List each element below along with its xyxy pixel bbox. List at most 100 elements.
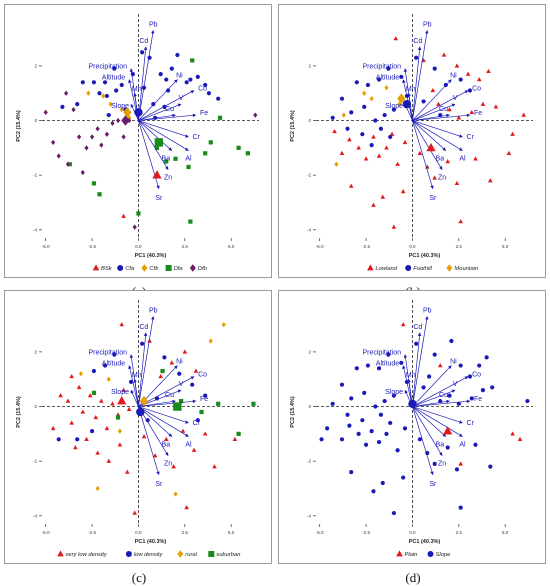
data-point <box>75 437 80 442</box>
data-point <box>99 142 104 148</box>
data-point <box>341 112 346 118</box>
x-tick-label: -5.0 <box>316 530 324 535</box>
data-point <box>510 131 515 136</box>
data-point <box>339 150 345 155</box>
data-point <box>212 464 217 469</box>
data-point <box>362 104 367 109</box>
data-point <box>58 393 63 398</box>
data-point <box>121 213 126 218</box>
data-point <box>365 363 371 368</box>
loading-arrow <box>407 92 413 121</box>
loading-arrow <box>412 46 422 121</box>
data-point <box>104 131 110 137</box>
data-point <box>73 444 78 450</box>
legend-label: Lowland <box>375 266 397 272</box>
y-axis-label: PC2 (15.4%) <box>16 396 22 428</box>
group-centroid <box>426 142 436 152</box>
group-centroid <box>136 407 145 417</box>
pca-biplot-d: -5.0 -2.5 0.0 2.5 5.0 -4 -2 0 2 PC1 (40.3%) PC2 (1… <box>290 300 533 558</box>
data-point <box>80 80 85 85</box>
data-point <box>493 104 499 109</box>
loading-label: Zn <box>164 175 172 182</box>
loading-arrow <box>138 79 178 121</box>
data-point <box>203 82 208 88</box>
data-point <box>119 106 124 113</box>
y-tick-label: 0 <box>34 118 37 123</box>
y-tick-label: -4 <box>307 513 311 518</box>
data-point <box>91 390 97 395</box>
data-point <box>208 140 213 145</box>
data-point <box>388 134 393 140</box>
legend-key <box>177 550 184 558</box>
x-axis-label: PC1 (40.3%) <box>135 253 167 259</box>
data-point <box>371 202 376 207</box>
data-point <box>427 374 432 379</box>
legend-key <box>427 551 434 557</box>
data-point <box>393 36 399 41</box>
data-point <box>195 418 200 423</box>
legend-key <box>446 264 453 272</box>
data-point <box>458 219 463 224</box>
x-axis-label: PC1 (40.3%) <box>135 539 167 545</box>
loading-arrow <box>412 406 443 457</box>
loading-label: Cd <box>413 324 422 331</box>
group-centroid <box>402 99 412 109</box>
data-point <box>362 390 367 395</box>
x-tick-label: 5.0 <box>502 530 509 535</box>
loading-label: Ba <box>162 156 171 163</box>
data-point <box>401 475 406 480</box>
data-point <box>89 134 95 140</box>
x-tick-label: 5.0 <box>228 530 235 535</box>
data-point <box>177 371 182 376</box>
data-point <box>395 161 400 166</box>
group-centroid <box>117 396 127 405</box>
loading-label: Zn <box>438 461 446 468</box>
data-point <box>467 88 473 93</box>
data-point <box>140 50 145 55</box>
y-tick-label: 2 <box>34 63 37 68</box>
data-point <box>345 126 350 131</box>
loading-arrow <box>138 406 160 476</box>
data-point <box>106 376 111 382</box>
data-point <box>332 128 337 134</box>
loading-label: Sr <box>155 481 163 488</box>
loading-arrow <box>138 332 148 407</box>
data-point <box>80 169 85 176</box>
data-point <box>236 431 241 436</box>
loading-arrow <box>138 120 189 138</box>
loading-arrow <box>412 376 469 407</box>
loading-label: Precipitation <box>88 64 127 71</box>
data-point <box>102 80 108 85</box>
data-point <box>465 71 471 76</box>
data-point <box>206 91 212 96</box>
legend-key <box>367 264 374 271</box>
legend-label: rural <box>185 552 197 558</box>
loading-label: Precipitation <box>362 64 401 71</box>
data-point <box>510 431 515 436</box>
data-point <box>184 505 189 510</box>
data-point <box>391 224 397 229</box>
y-tick-label: 0 <box>308 404 311 409</box>
plot-frame <box>4 290 272 564</box>
data-point <box>421 385 426 390</box>
loading-arrow <box>128 365 139 407</box>
data-point <box>190 58 195 63</box>
legend-label: Mountain <box>454 266 478 272</box>
data-point <box>56 437 61 442</box>
loading-label: Cr <box>193 420 201 427</box>
loading-label: Pb <box>423 307 432 314</box>
data-point <box>191 447 197 452</box>
data-point <box>119 82 124 88</box>
data-point <box>173 491 178 497</box>
data-point <box>108 101 113 107</box>
data-point <box>112 352 117 357</box>
loading-label: Fe <box>474 396 482 403</box>
loading-label: Mn <box>132 372 142 379</box>
data-point <box>136 211 141 216</box>
data-point <box>469 396 474 401</box>
y-tick-label: -4 <box>33 227 37 232</box>
loading-label: Ba <box>436 442 445 449</box>
loading-arrow <box>412 120 434 190</box>
x-tick-label: -5.0 <box>316 244 324 249</box>
data-point <box>76 134 82 140</box>
